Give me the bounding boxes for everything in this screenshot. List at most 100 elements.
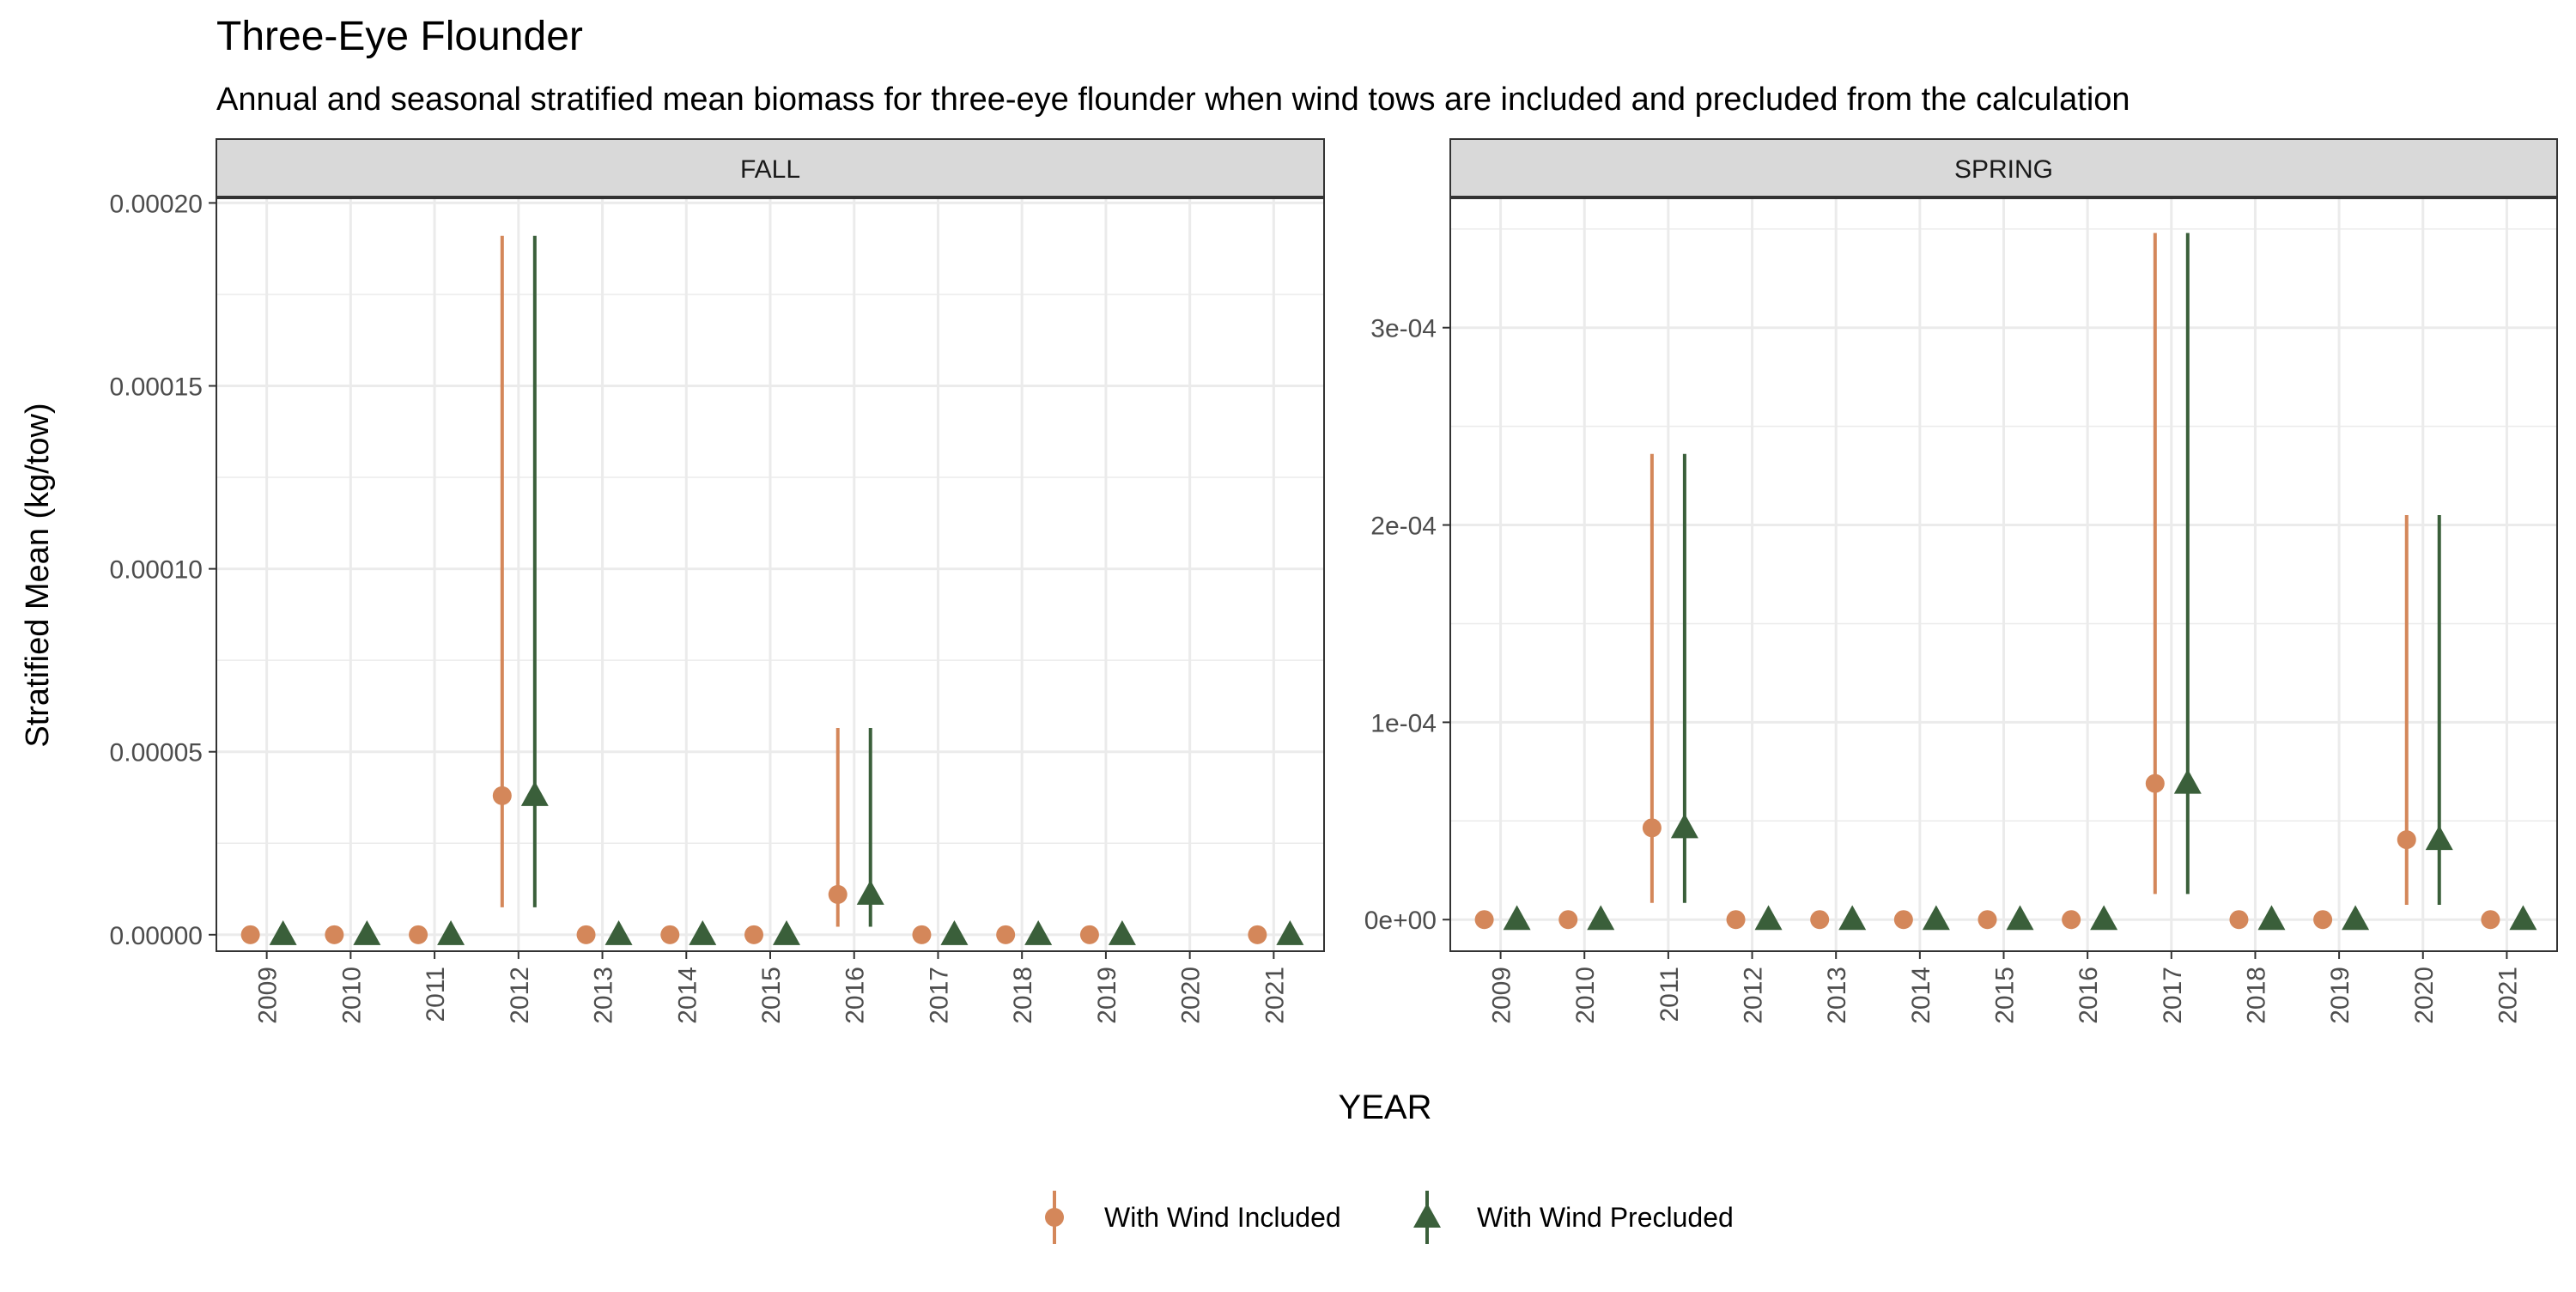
x-tick-label: 2017 — [925, 967, 953, 1024]
x-tick-label: 2018 — [2242, 967, 2270, 1024]
x-tick-label: 2015 — [1991, 967, 2020, 1024]
data-point — [1024, 920, 1053, 945]
y-tick-label: 0.00005 — [110, 739, 203, 767]
data-point — [828, 884, 848, 904]
x-tick-label: 2014 — [1907, 967, 1935, 1024]
facet-strip — [1449, 138, 2558, 198]
data-point — [1558, 910, 1578, 930]
facet-strip-label: SPRING — [1954, 155, 2053, 184]
x-tick-label: 2010 — [1571, 967, 1600, 1024]
data-point — [996, 925, 1016, 944]
data-point — [912, 925, 932, 944]
facet-panels: 0.00000 0.00005 0.00010 0.00015 0.00020 2009 2… — [110, 138, 2558, 1024]
y-tick-label: 0.00020 — [110, 190, 203, 218]
data-point — [437, 920, 465, 945]
data-point — [1838, 905, 1867, 931]
data-point — [940, 920, 969, 945]
data-point — [605, 920, 633, 945]
series-wind-included — [240, 235, 1267, 944]
data-point — [1079, 925, 1099, 944]
data-point — [1503, 905, 1531, 931]
legend-label: With Wind Precluded — [1477, 1202, 1734, 1233]
facet-strip-label: FALL — [740, 155, 800, 184]
y-tick-label: 0e+00 — [1364, 907, 1437, 935]
x-tick-label: 2021 — [2494, 967, 2522, 1024]
x-tick-label: 2016 — [2075, 967, 2103, 1024]
x-tick-label: 2012 — [1740, 967, 1768, 1024]
x-tick-label: 2010 — [337, 967, 366, 1024]
x-tick-label: 2017 — [2159, 967, 2187, 1024]
y-tick-label: 0.00000 — [110, 922, 203, 950]
data-point — [1726, 910, 1746, 930]
data-point — [2229, 910, 2249, 930]
data-point — [1248, 925, 1267, 944]
facet-panel-fall: 0.00000 0.00005 0.00010 0.00015 0.00020 2009 2… — [110, 138, 1325, 1024]
y-tick-label: 0.00015 — [110, 373, 203, 402]
data-point — [773, 920, 800, 945]
data-point — [1810, 910, 1830, 930]
x-tick-label: 2020 — [1177, 967, 1206, 1024]
x-tick-label: 2018 — [1009, 967, 1037, 1024]
data-point — [2090, 905, 2118, 931]
x-tick-label: 2009 — [254, 967, 283, 1024]
data-point — [325, 925, 344, 944]
data-point — [1922, 905, 1950, 931]
facet-panel-spring: 0e+00 1e-04 2e-04 3e-04 2009 2010 2011 2012 2013… — [1364, 138, 2558, 1024]
legend-label: With Wind Included — [1104, 1202, 1341, 1233]
data-point — [492, 786, 512, 805]
y-tick-label: 0.00010 — [110, 556, 203, 585]
data-point — [2145, 773, 2165, 793]
legend: With Wind Included With Wind Precluded — [1045, 1191, 1734, 1244]
y-axis-title: Stratified Mean (kg/tow) — [20, 403, 56, 747]
data-point — [2006, 905, 2034, 931]
data-point — [353, 920, 381, 945]
x-tick-label: 2020 — [2410, 967, 2439, 1024]
data-point — [240, 925, 260, 944]
x-tick-label: 2011 — [422, 967, 450, 1022]
legend-key-marker — [1413, 1203, 1441, 1228]
data-point — [576, 925, 596, 944]
series-wind-precluded — [1503, 233, 2537, 931]
x-tick-label: 2014 — [673, 967, 702, 1024]
data-point — [2509, 905, 2537, 931]
data-point — [1108, 920, 1136, 945]
data-point — [1754, 905, 1783, 931]
x-tick-label: 2019 — [2326, 967, 2354, 1024]
data-point — [660, 925, 680, 944]
data-point — [269, 920, 297, 945]
x-tick-label: 2021 — [1261, 967, 1289, 1024]
data-point — [744, 925, 763, 944]
data-point — [2425, 825, 2453, 851]
data-point — [1276, 920, 1304, 945]
series-wind-included — [1474, 233, 2500, 930]
data-point — [1587, 905, 1615, 931]
x-tick-label: 2013 — [1823, 967, 1851, 1024]
data-point — [1474, 910, 1494, 930]
chart-subtitle: Annual and seasonal stratified mean biom… — [216, 82, 2130, 118]
data-point — [1670, 813, 1698, 839]
legend-key-marker — [1045, 1208, 1064, 1227]
data-point — [689, 920, 717, 945]
y-tick-label: 3e-04 — [1370, 315, 1437, 343]
data-point — [2062, 910, 2081, 930]
y-tick-label: 1e-04 — [1370, 709, 1437, 737]
data-point — [856, 880, 884, 905]
x-tick-label: 2011 — [1656, 967, 1684, 1022]
x-tick-label: 2016 — [841, 967, 870, 1024]
chart-title: Three-Eye Flounder — [216, 14, 583, 59]
x-tick-label: 2009 — [1488, 967, 1516, 1024]
series-wind-precluded — [269, 235, 1304, 945]
data-point — [2173, 768, 2202, 794]
x-tick-label: 2019 — [1093, 967, 1121, 1024]
legend-item: With Wind Precluded — [1413, 1191, 1734, 1244]
data-point — [1642, 818, 1662, 838]
data-point — [2313, 910, 2333, 930]
x-tick-label: 2013 — [590, 967, 618, 1024]
x-axis-title: YEAR — [1339, 1089, 1432, 1126]
data-point — [520, 781, 549, 806]
data-point — [1978, 910, 1997, 930]
data-point — [2397, 830, 2416, 850]
data-point — [2481, 910, 2500, 930]
